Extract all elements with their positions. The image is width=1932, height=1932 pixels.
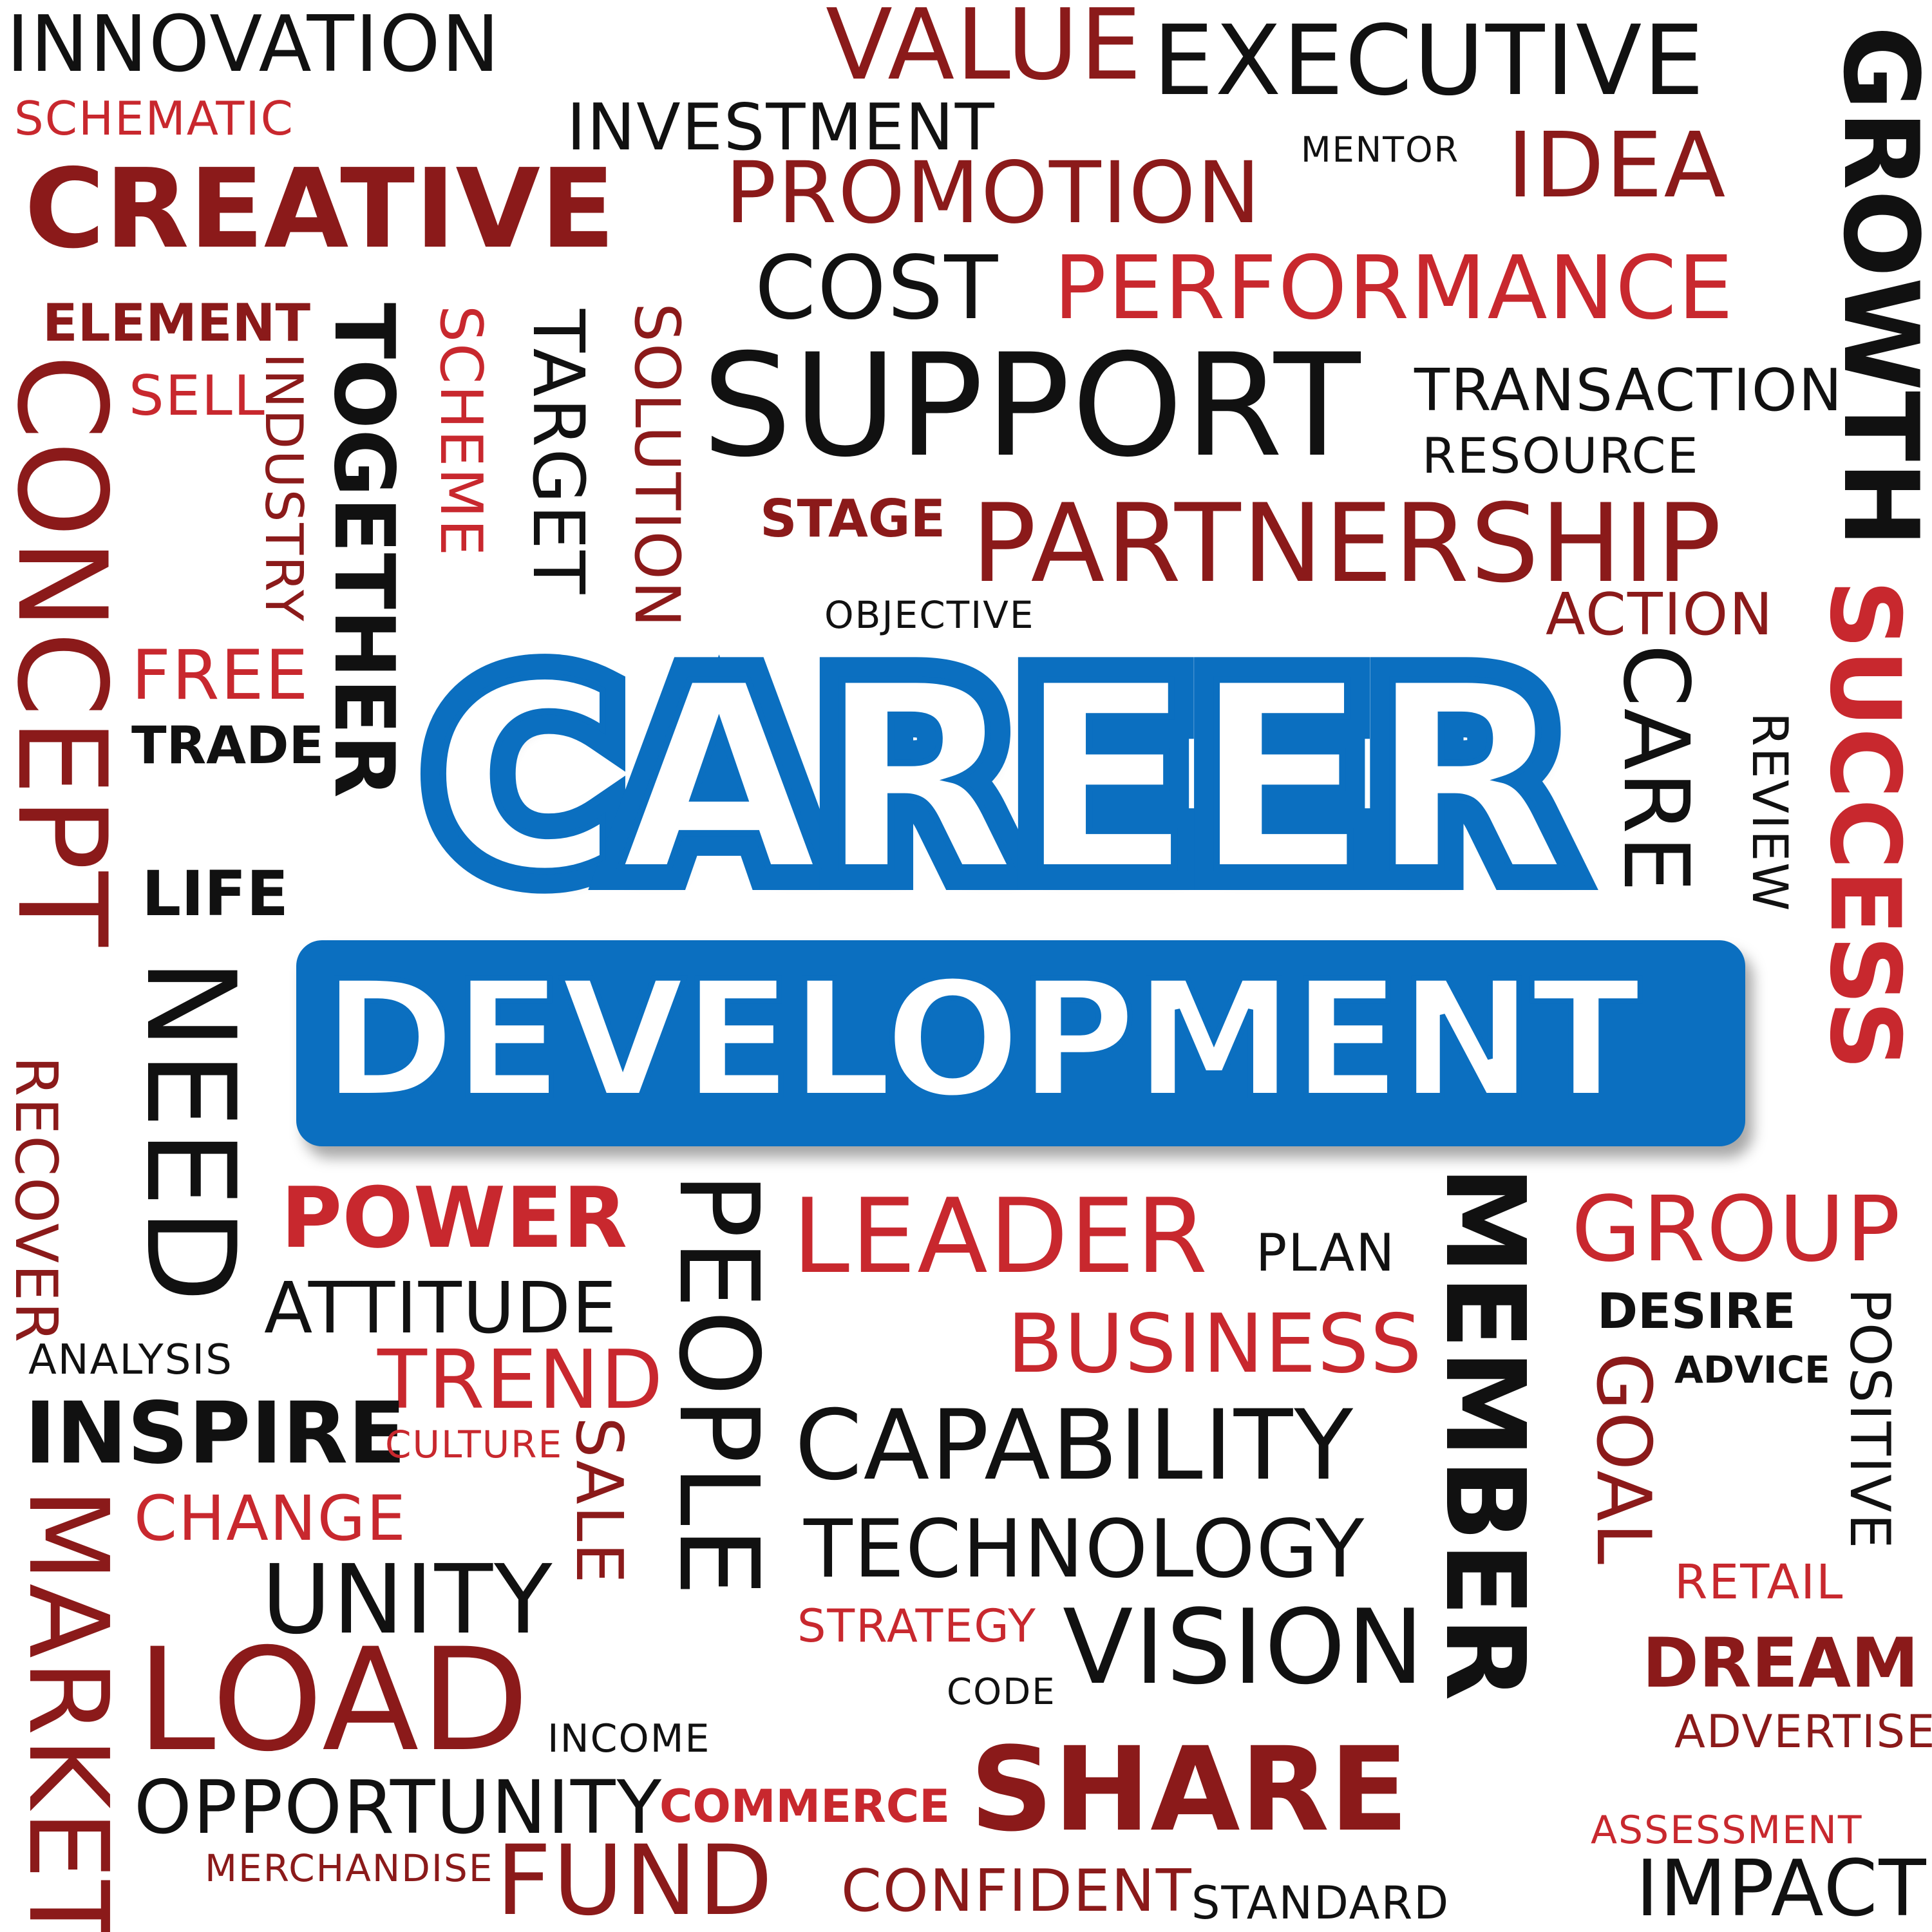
word-review: REVIEW — [1745, 712, 1794, 912]
word-promotion: PROMOTION — [725, 151, 1262, 236]
word-market: MARKET — [13, 1488, 122, 1932]
word-recover: RECOVER — [6, 1056, 64, 1343]
word-desire: DESIRE — [1597, 1287, 1795, 1336]
word-value: VALUE — [826, 0, 1143, 94]
word-analysis: ANALYSIS — [28, 1340, 233, 1381]
word-growth: GROWTH — [1829, 26, 1932, 547]
word-executive: EXECUTIVE — [1153, 13, 1705, 109]
word-creative: CREATIVE — [24, 155, 615, 264]
word-scheme: SCHEME — [431, 305, 489, 557]
word-success: SUCCESS — [1816, 580, 1913, 1070]
word-transaction: TRANSACTION — [1414, 362, 1843, 420]
word-cost: COST — [755, 245, 999, 332]
word-care: CARE — [1610, 644, 1700, 893]
word-free: FREE — [131, 641, 310, 710]
word-commerce: COMMERCE — [659, 1784, 950, 1829]
word-schematic: SCHEMATIC — [14, 95, 294, 142]
word-load: LOAD — [137, 1629, 531, 1771]
word-plan: PLAN — [1256, 1227, 1396, 1279]
word-member: MEMBER — [1430, 1166, 1539, 1701]
word-sale: SALE — [567, 1417, 631, 1585]
word-advice: ADVICE — [1674, 1351, 1830, 1388]
word-objective: OBJECTIVE — [824, 596, 1035, 634]
word-solution: SOLUTION — [626, 303, 688, 629]
word-advertise: ADVERTISE — [1674, 1709, 1932, 1754]
hero-development-title: DEVELOPMENT — [322, 960, 1638, 1121]
word-retail: RETAIL — [1674, 1558, 1844, 1606]
word-performance: PERFORMANCE — [1054, 245, 1734, 332]
word-inspire: INSPIRE — [24, 1391, 406, 1476]
word-trend: TREND — [377, 1340, 664, 1421]
word-resource: RESOURCE — [1422, 431, 1700, 480]
word-life: LIFE — [142, 863, 289, 925]
word-confident: CONFIDENT — [841, 1862, 1193, 1920]
word-industry: INDUSTRY — [258, 353, 309, 623]
word-idea: IDEA — [1507, 121, 1727, 211]
word-fund: FUND — [496, 1833, 774, 1929]
word-concept: CONCEPT — [0, 354, 122, 948]
word-code: CODE — [947, 1674, 1056, 1710]
word-leader: LEADER — [792, 1185, 1209, 1288]
word-target: TARGET — [523, 309, 594, 595]
hero-career-title: CAREER — [430, 650, 1567, 908]
word-support: SUPPORT — [702, 335, 1361, 477]
word-business: BUSINESS — [1007, 1303, 1423, 1385]
word-impact: IMPACT — [1636, 1851, 1927, 1928]
word-need: NEED — [129, 958, 251, 1304]
word-action: ACTION — [1546, 586, 1774, 644]
word-dream: DREAM — [1642, 1629, 1919, 1698]
word-mentor: MENTOR — [1301, 133, 1459, 167]
word-element: ELEMENT — [43, 298, 310, 349]
word-sell: SELL — [129, 368, 266, 424]
word-power: POWER — [281, 1176, 627, 1260]
word-innovation: INNOVATION — [6, 6, 500, 84]
word-assessment: ASSESSMENT — [1591, 1811, 1863, 1850]
word-merchandise: MERCHANDISE — [205, 1850, 494, 1887]
word-capability: CAPABILITY — [795, 1397, 1354, 1494]
word-standard: STANDARD — [1191, 1880, 1450, 1926]
word-income: INCOME — [547, 1719, 710, 1758]
word-change: CHANGE — [134, 1488, 407, 1549]
word-together: TOGETHER — [322, 303, 404, 798]
word-stage: STAGE — [760, 493, 945, 545]
word-trade: TRADE — [131, 720, 324, 772]
word-vision: VISION — [1063, 1596, 1425, 1699]
word-share: SHARE — [970, 1732, 1408, 1848]
word-culture: CULTURE — [385, 1426, 563, 1463]
word-group: GROUP — [1571, 1185, 1902, 1275]
word-goal: GOAL — [1586, 1352, 1660, 1566]
word-technology: TECHNOLOGY — [804, 1510, 1365, 1589]
word-strategy: STRATEGY — [797, 1604, 1037, 1649]
word-people: PEOPLE — [663, 1172, 773, 1597]
word-positive: POSITIVE — [1842, 1288, 1897, 1550]
